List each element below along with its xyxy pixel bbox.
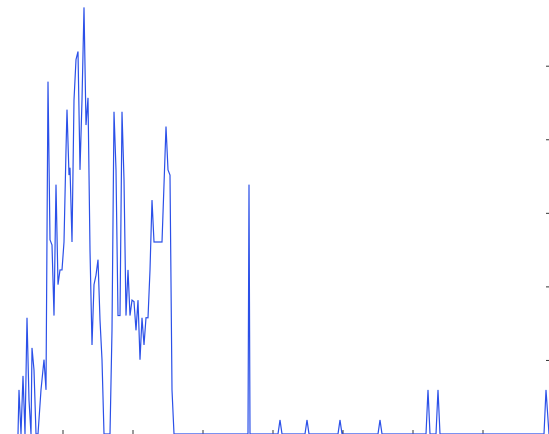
data-line <box>17 7 549 434</box>
